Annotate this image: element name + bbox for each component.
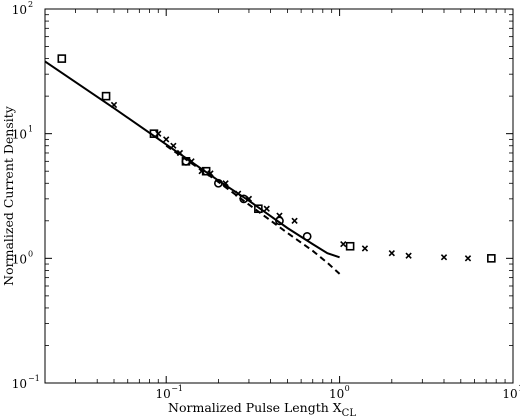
x-data-point [361, 245, 369, 252]
circle-data-point [275, 216, 284, 226]
x-axis-label-main: Normalized Pulse Length X [168, 400, 342, 415]
square-data-point [487, 254, 496, 263]
x-data-point [176, 149, 184, 157]
x-data-point [291, 217, 298, 224]
x-data-point [245, 195, 253, 203]
x-data-point [388, 250, 395, 257]
x-data-point [464, 255, 472, 262]
x-data-point [198, 168, 205, 175]
x-data-point [340, 240, 347, 248]
y-tick-label: 10 [12, 252, 27, 266]
x-tick-label: 10 [502, 387, 517, 401]
circle-data-point [213, 178, 223, 188]
minor-ticks [44, 9, 513, 383]
square-data-point [101, 91, 111, 101]
solid-model-line [44, 60, 340, 259]
x-tick-label: 10 [156, 387, 171, 401]
x-axis-label: Normalized Pulse Length XCL [168, 400, 356, 419]
x-data-point [170, 142, 177, 149]
y-tick-exponent: 2 [28, 0, 33, 9]
plot-area [44, 8, 514, 384]
x-tick-exponent: −1 [171, 384, 183, 393]
x-data-point [188, 158, 195, 165]
y-tick-label: 10 [12, 128, 27, 142]
square-data-point [57, 54, 67, 63]
circle-data-point [181, 156, 191, 166]
circle-data-point [239, 194, 249, 204]
x-tick-label: 10 [329, 387, 344, 401]
y-tick-exponent: −1 [28, 374, 40, 383]
x-data-point [222, 180, 229, 187]
major-ticks [45, 8, 514, 384]
square-data-point [345, 241, 355, 251]
x-data-point [263, 205, 270, 212]
x-data-point [405, 252, 412, 259]
y-tick-label: 10 [12, 3, 27, 17]
x-tick-exponent: 1 [518, 384, 520, 393]
circle-data-point [302, 231, 312, 241]
x-axis-label-subscript: CL [342, 408, 357, 419]
square-data-point [254, 204, 263, 214]
x-data-point [276, 212, 283, 219]
y-axis-label: Normalized Current Density [1, 105, 16, 286]
x-data-point [234, 190, 242, 197]
x-data-point [440, 254, 448, 261]
y-tick-label: 10 [12, 377, 27, 391]
x-data-point [155, 130, 162, 137]
y-tick-exponent: 0 [28, 249, 33, 258]
series-layer [44, 54, 496, 275]
x-tick-exponent: 0 [345, 384, 350, 393]
x-data-point [207, 170, 214, 177]
x-data-point [110, 101, 118, 109]
dashed-model-line [165, 144, 341, 275]
y-tick-exponent: 1 [28, 125, 33, 134]
x-data-point [163, 136, 170, 143]
